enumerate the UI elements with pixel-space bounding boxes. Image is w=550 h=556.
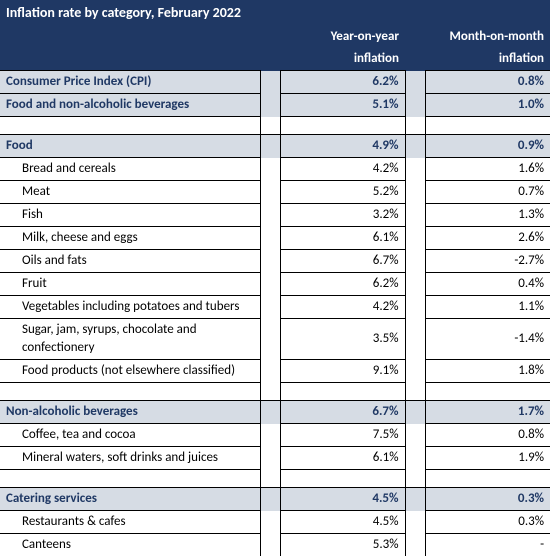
table-title: Inflation rate by category, February 202… <box>0 0 550 26</box>
row-yoy: 6.2% <box>280 273 405 296</box>
table-row: Bread and cereals 4.2% 1.6% <box>0 158 550 181</box>
row-mom: 0.3% <box>425 511 550 534</box>
col-mom-1: Month-on-month <box>425 26 550 48</box>
row-label: Coffee, tea and cocoa <box>0 424 260 447</box>
table-row: Food products (not elsewhere classified)… <box>0 360 550 383</box>
table-row: Milk, cheese and eggs 6.1% 2.6% <box>0 227 550 250</box>
row-mom: 0.4% <box>425 273 550 296</box>
row-label: Restaurants & cafes <box>0 511 260 534</box>
table-row: Canteens 5.3%- <box>0 534 550 556</box>
foodbev-label: Food and non-alcoholic beverages <box>0 94 260 117</box>
row-yoy: 6.1% <box>280 447 405 470</box>
row-mom: 1.3% <box>425 204 550 227</box>
inflation-table: Inflation rate by category, February 202… <box>0 0 550 556</box>
row-yoy: 6.1% <box>280 227 405 250</box>
row-mom: 1.8% <box>425 360 550 383</box>
col-yoy-2: inflation <box>280 48 405 71</box>
row-mom: - <box>425 534 550 556</box>
row-mom: 1.6% <box>425 158 550 181</box>
row-bev: Non-alcoholic beverages 6.7% 1.7% <box>0 401 550 424</box>
table-row: Coffee, tea and cocoa 7.5% 0.8% <box>0 424 550 447</box>
row-mom: -1.4% <box>425 319 550 360</box>
row-label: Meat <box>0 181 260 204</box>
row-label: Mineral waters, soft drinks and juices <box>0 447 260 470</box>
table-row: Restaurants & cafes 4.5% 0.3% <box>0 511 550 534</box>
foodbev-yoy: 5.1% <box>280 94 405 117</box>
cpi-mom: 0.8% <box>425 71 550 94</box>
row-label: Milk, cheese and eggs <box>0 227 260 250</box>
row-yoy: 4.2% <box>280 296 405 319</box>
table-row: Vegetables including potatoes and tubers… <box>0 296 550 319</box>
cpi-yoy: 6.2% <box>280 71 405 94</box>
row-cpi: Consumer Price Index (CPI) 6.2% 0.8% <box>0 71 550 94</box>
row-label: Vegetables including potatoes and tubers <box>0 296 260 319</box>
row-label: Fish <box>0 204 260 227</box>
row-yoy: 3.2% <box>280 204 405 227</box>
row-yoy: 5.2% <box>280 181 405 204</box>
cpi-label: Consumer Price Index (CPI) <box>0 71 260 94</box>
row-label: Canteens <box>0 534 260 556</box>
row-catering: Catering services 4.5% 0.3% <box>0 488 550 511</box>
row-mom: 1.9% <box>425 447 550 470</box>
row-food: Food 4.9% 0.9% <box>0 135 550 158</box>
row-mom: 0.7% <box>425 181 550 204</box>
row-food-bev: Food and non-alcoholic beverages 5.1% 1.… <box>0 94 550 117</box>
table-row: Fruit 6.2% 0.4% <box>0 273 550 296</box>
row-yoy: 7.5% <box>280 424 405 447</box>
row-mom: 2.6% <box>425 227 550 250</box>
row-label: Bread and cereals <box>0 158 260 181</box>
table-row: Oils and fats 6.7% -2.7% <box>0 250 550 273</box>
row-mom: 1.1% <box>425 296 550 319</box>
row-label: Sugar, jam, syrups, chocolate and confec… <box>0 319 260 360</box>
table-row: Mineral waters, soft drinks and juices 6.… <box>0 447 550 470</box>
row-mom: 0.8% <box>425 424 550 447</box>
table-row: Sugar, jam, syrups, chocolate and confec… <box>0 319 550 360</box>
row-yoy: 4.2% <box>280 158 405 181</box>
col-yoy-1: Year-on-year <box>280 26 405 48</box>
row-label: Fruit <box>0 273 260 296</box>
row-mom: -2.7% <box>425 250 550 273</box>
table-row: Meat 5.2% 0.7% <box>0 181 550 204</box>
row-yoy: 5.3% <box>280 534 405 556</box>
row-yoy: 9.1% <box>280 360 405 383</box>
row-yoy: 4.5% <box>280 511 405 534</box>
row-label: Oils and fats <box>0 250 260 273</box>
row-yoy: 3.5% <box>280 319 405 360</box>
row-yoy: 6.7% <box>280 250 405 273</box>
row-label: Food products (not elsewhere classified) <box>0 360 260 383</box>
table-row: Fish 3.2% 1.3% <box>0 204 550 227</box>
col-mom-2: inflation <box>425 48 550 71</box>
foodbev-mom: 1.0% <box>425 94 550 117</box>
